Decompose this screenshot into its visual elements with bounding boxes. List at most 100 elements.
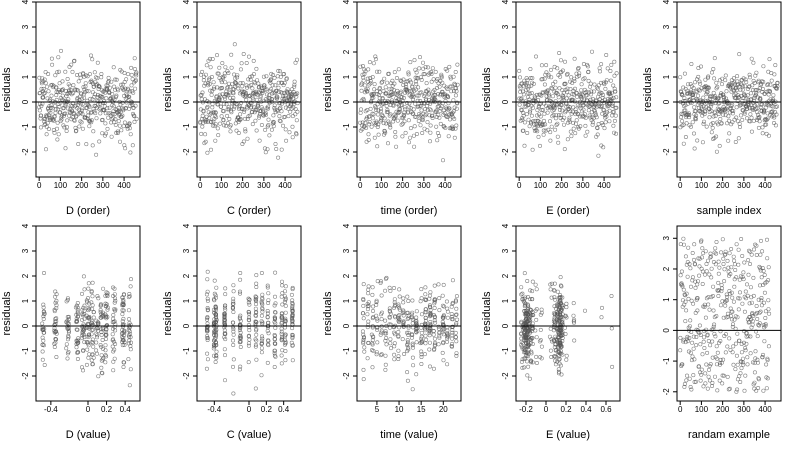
data-point	[519, 81, 524, 86]
data-point	[366, 319, 371, 324]
x-tick-label: 100	[54, 181, 68, 190]
data-point	[244, 60, 249, 65]
data-point	[417, 66, 422, 71]
x-axis-label: D (order)	[66, 205, 110, 217]
data-point	[269, 127, 274, 132]
data-point	[695, 279, 700, 284]
y-tick-label: 2	[662, 266, 671, 271]
data-point	[361, 337, 366, 342]
data-point	[132, 67, 137, 72]
data-point	[729, 290, 734, 295]
data-point	[126, 308, 131, 313]
data-point	[760, 87, 765, 92]
data-point	[120, 82, 125, 87]
x-tick-label: 0	[198, 181, 203, 190]
data-point	[230, 82, 235, 87]
data-point	[449, 84, 454, 89]
y-tick-label: 0	[501, 323, 510, 328]
data-point	[559, 103, 564, 108]
x-tick-label: 200	[555, 181, 569, 190]
data-point	[400, 337, 405, 342]
data-point	[738, 379, 743, 384]
y-tick-label: 0	[501, 99, 510, 104]
data-point	[520, 346, 525, 351]
data-point	[581, 61, 586, 66]
data-point	[134, 70, 139, 75]
data-point	[361, 297, 366, 302]
data-point	[89, 78, 94, 83]
data-point	[86, 355, 91, 360]
data-point	[428, 313, 433, 318]
data-point	[114, 77, 119, 82]
data-point	[111, 104, 116, 109]
data-point	[609, 326, 614, 331]
data-point	[365, 356, 370, 361]
data-point	[557, 50, 562, 55]
data-point	[700, 281, 705, 286]
data-point	[272, 315, 277, 320]
data-point	[266, 298, 271, 303]
data-point	[134, 78, 139, 83]
data-point	[115, 129, 120, 134]
data-point	[282, 80, 287, 85]
data-point	[369, 124, 374, 129]
data-point	[523, 321, 528, 326]
data-point	[231, 391, 236, 396]
data-point	[107, 105, 112, 110]
data-point	[572, 76, 577, 81]
data-point	[425, 65, 430, 70]
data-point	[774, 86, 779, 91]
data-point	[534, 307, 539, 312]
data-point	[607, 91, 612, 96]
data-point	[436, 342, 441, 347]
y-tick-label: -2	[342, 148, 351, 156]
data-point	[562, 147, 567, 152]
data-point	[262, 83, 267, 88]
data-point	[209, 75, 214, 80]
data-point	[253, 306, 258, 311]
data-point	[75, 300, 80, 305]
data-point	[453, 330, 458, 335]
data-point	[436, 326, 441, 331]
data-point	[729, 317, 734, 322]
data-point	[53, 110, 58, 115]
data-point	[743, 84, 748, 89]
data-point	[698, 378, 703, 383]
data-point	[220, 86, 225, 91]
data-point	[266, 291, 271, 296]
data-point	[751, 118, 756, 123]
data-point	[128, 150, 133, 155]
data-point	[718, 303, 723, 308]
data-point	[525, 344, 530, 349]
data-point	[698, 342, 703, 347]
data-point	[89, 120, 94, 125]
y-tick-label: 0	[21, 99, 30, 104]
data-point	[548, 348, 553, 353]
data-point	[454, 106, 459, 111]
data-point	[566, 104, 571, 109]
data-point	[701, 104, 706, 109]
data-point	[375, 327, 380, 332]
point-series	[360, 275, 460, 392]
data-point	[434, 124, 439, 129]
data-point	[205, 307, 210, 312]
data-point	[277, 106, 282, 111]
data-point	[752, 380, 757, 385]
data-point	[253, 342, 258, 347]
data-point	[392, 344, 397, 349]
data-point	[574, 118, 579, 123]
data-point	[121, 333, 126, 338]
data-point	[597, 91, 602, 96]
data-point	[428, 311, 433, 316]
data-point	[87, 307, 92, 312]
y-tick-label: 2	[342, 273, 351, 278]
data-point	[527, 319, 532, 324]
data-point	[247, 302, 252, 307]
data-point	[62, 125, 67, 130]
data-point	[757, 321, 762, 326]
data-point	[589, 49, 594, 54]
data-point	[121, 297, 126, 302]
data-point	[259, 270, 264, 275]
data-point	[111, 116, 116, 121]
